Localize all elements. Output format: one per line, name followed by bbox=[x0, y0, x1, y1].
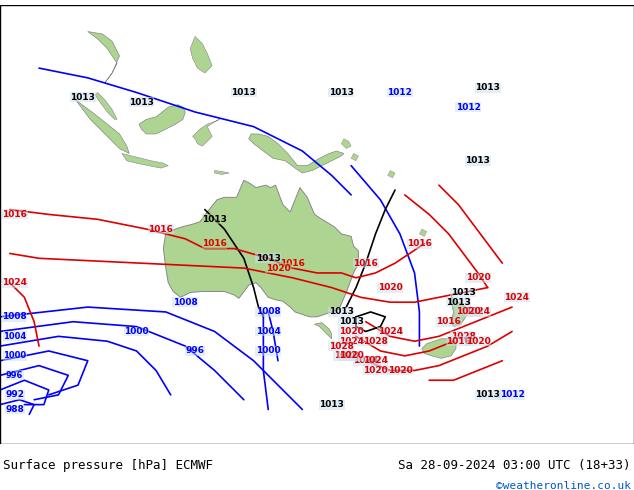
Polygon shape bbox=[87, 31, 119, 83]
Text: 1012: 1012 bbox=[387, 88, 412, 97]
Polygon shape bbox=[164, 180, 358, 317]
Text: Sa 28-09-2024 03:00 UTC (18+33): Sa 28-09-2024 03:00 UTC (18+33) bbox=[398, 459, 631, 471]
Polygon shape bbox=[451, 295, 468, 327]
Polygon shape bbox=[193, 120, 219, 146]
Text: 1024: 1024 bbox=[339, 337, 364, 346]
Text: 1024: 1024 bbox=[353, 356, 378, 365]
Text: 1013: 1013 bbox=[476, 391, 500, 399]
Text: 1016: 1016 bbox=[280, 259, 305, 268]
Polygon shape bbox=[214, 171, 230, 174]
Polygon shape bbox=[95, 93, 117, 120]
Polygon shape bbox=[122, 153, 168, 168]
Polygon shape bbox=[75, 100, 129, 153]
Text: 1013: 1013 bbox=[231, 88, 256, 97]
Polygon shape bbox=[139, 105, 185, 134]
Text: 1028: 1028 bbox=[363, 337, 388, 346]
Text: 988: 988 bbox=[5, 405, 24, 414]
Text: 1013: 1013 bbox=[339, 317, 363, 326]
Text: 1020: 1020 bbox=[456, 307, 481, 317]
Text: 1024: 1024 bbox=[505, 293, 529, 302]
Polygon shape bbox=[341, 139, 351, 148]
Text: 1008: 1008 bbox=[173, 298, 198, 307]
Text: 1013: 1013 bbox=[70, 93, 95, 102]
Text: 1004: 1004 bbox=[3, 332, 26, 341]
Text: 1020: 1020 bbox=[387, 366, 412, 375]
Text: 1020: 1020 bbox=[266, 264, 290, 272]
Text: 1016: 1016 bbox=[407, 239, 432, 248]
Text: 1016: 1016 bbox=[148, 224, 173, 234]
Text: 1024: 1024 bbox=[2, 278, 27, 287]
Text: 1008: 1008 bbox=[3, 312, 27, 321]
Polygon shape bbox=[388, 171, 395, 178]
Text: 1013: 1013 bbox=[476, 83, 500, 92]
Text: ©weatheronline.co.uk: ©weatheronline.co.uk bbox=[496, 481, 631, 490]
Text: 1013: 1013 bbox=[446, 298, 471, 307]
Text: 1020: 1020 bbox=[378, 283, 403, 292]
Text: 1016: 1016 bbox=[436, 317, 461, 326]
Text: 1020: 1020 bbox=[339, 351, 363, 360]
Text: 1008: 1008 bbox=[256, 307, 281, 317]
Polygon shape bbox=[420, 229, 427, 236]
Text: 1013: 1013 bbox=[329, 307, 354, 317]
Text: 1013: 1013 bbox=[256, 254, 281, 263]
Text: 996: 996 bbox=[186, 346, 205, 355]
Text: Surface pressure [hPa] ECMWF: Surface pressure [hPa] ECMWF bbox=[3, 459, 213, 471]
Text: 1000: 1000 bbox=[256, 346, 280, 355]
Text: 1028: 1028 bbox=[451, 332, 476, 341]
Text: 1013: 1013 bbox=[202, 215, 227, 224]
Text: 1024: 1024 bbox=[378, 327, 403, 336]
Text: 1004: 1004 bbox=[256, 327, 281, 336]
Text: 1013: 1013 bbox=[319, 400, 344, 409]
Polygon shape bbox=[422, 339, 456, 358]
Text: 1013: 1013 bbox=[329, 88, 354, 97]
Text: 1024: 1024 bbox=[363, 356, 388, 365]
Text: 1013: 1013 bbox=[451, 288, 476, 297]
Text: 1020: 1020 bbox=[363, 366, 388, 375]
Text: 996: 996 bbox=[6, 371, 23, 380]
Polygon shape bbox=[351, 153, 358, 161]
Polygon shape bbox=[314, 323, 332, 339]
Text: 1016: 1016 bbox=[353, 259, 378, 268]
Text: 1012: 1012 bbox=[456, 102, 481, 112]
Text: 1020: 1020 bbox=[465, 337, 490, 346]
Text: 1016: 1016 bbox=[2, 210, 27, 219]
Text: 1020: 1020 bbox=[339, 327, 363, 336]
Text: 1024: 1024 bbox=[465, 307, 491, 317]
Text: 1000: 1000 bbox=[3, 351, 26, 360]
Text: 1020: 1020 bbox=[465, 273, 490, 282]
Text: 1013: 1013 bbox=[465, 156, 490, 165]
Text: 1020: 1020 bbox=[334, 351, 359, 360]
Text: 1000: 1000 bbox=[124, 327, 149, 336]
Text: 1013: 1013 bbox=[129, 98, 154, 107]
Text: 1016: 1016 bbox=[446, 337, 471, 346]
Polygon shape bbox=[249, 134, 344, 173]
Text: 1028: 1028 bbox=[329, 342, 354, 351]
Text: 1016: 1016 bbox=[202, 239, 227, 248]
Text: 1012: 1012 bbox=[500, 391, 524, 399]
Polygon shape bbox=[190, 36, 212, 73]
Text: 992: 992 bbox=[5, 391, 24, 399]
